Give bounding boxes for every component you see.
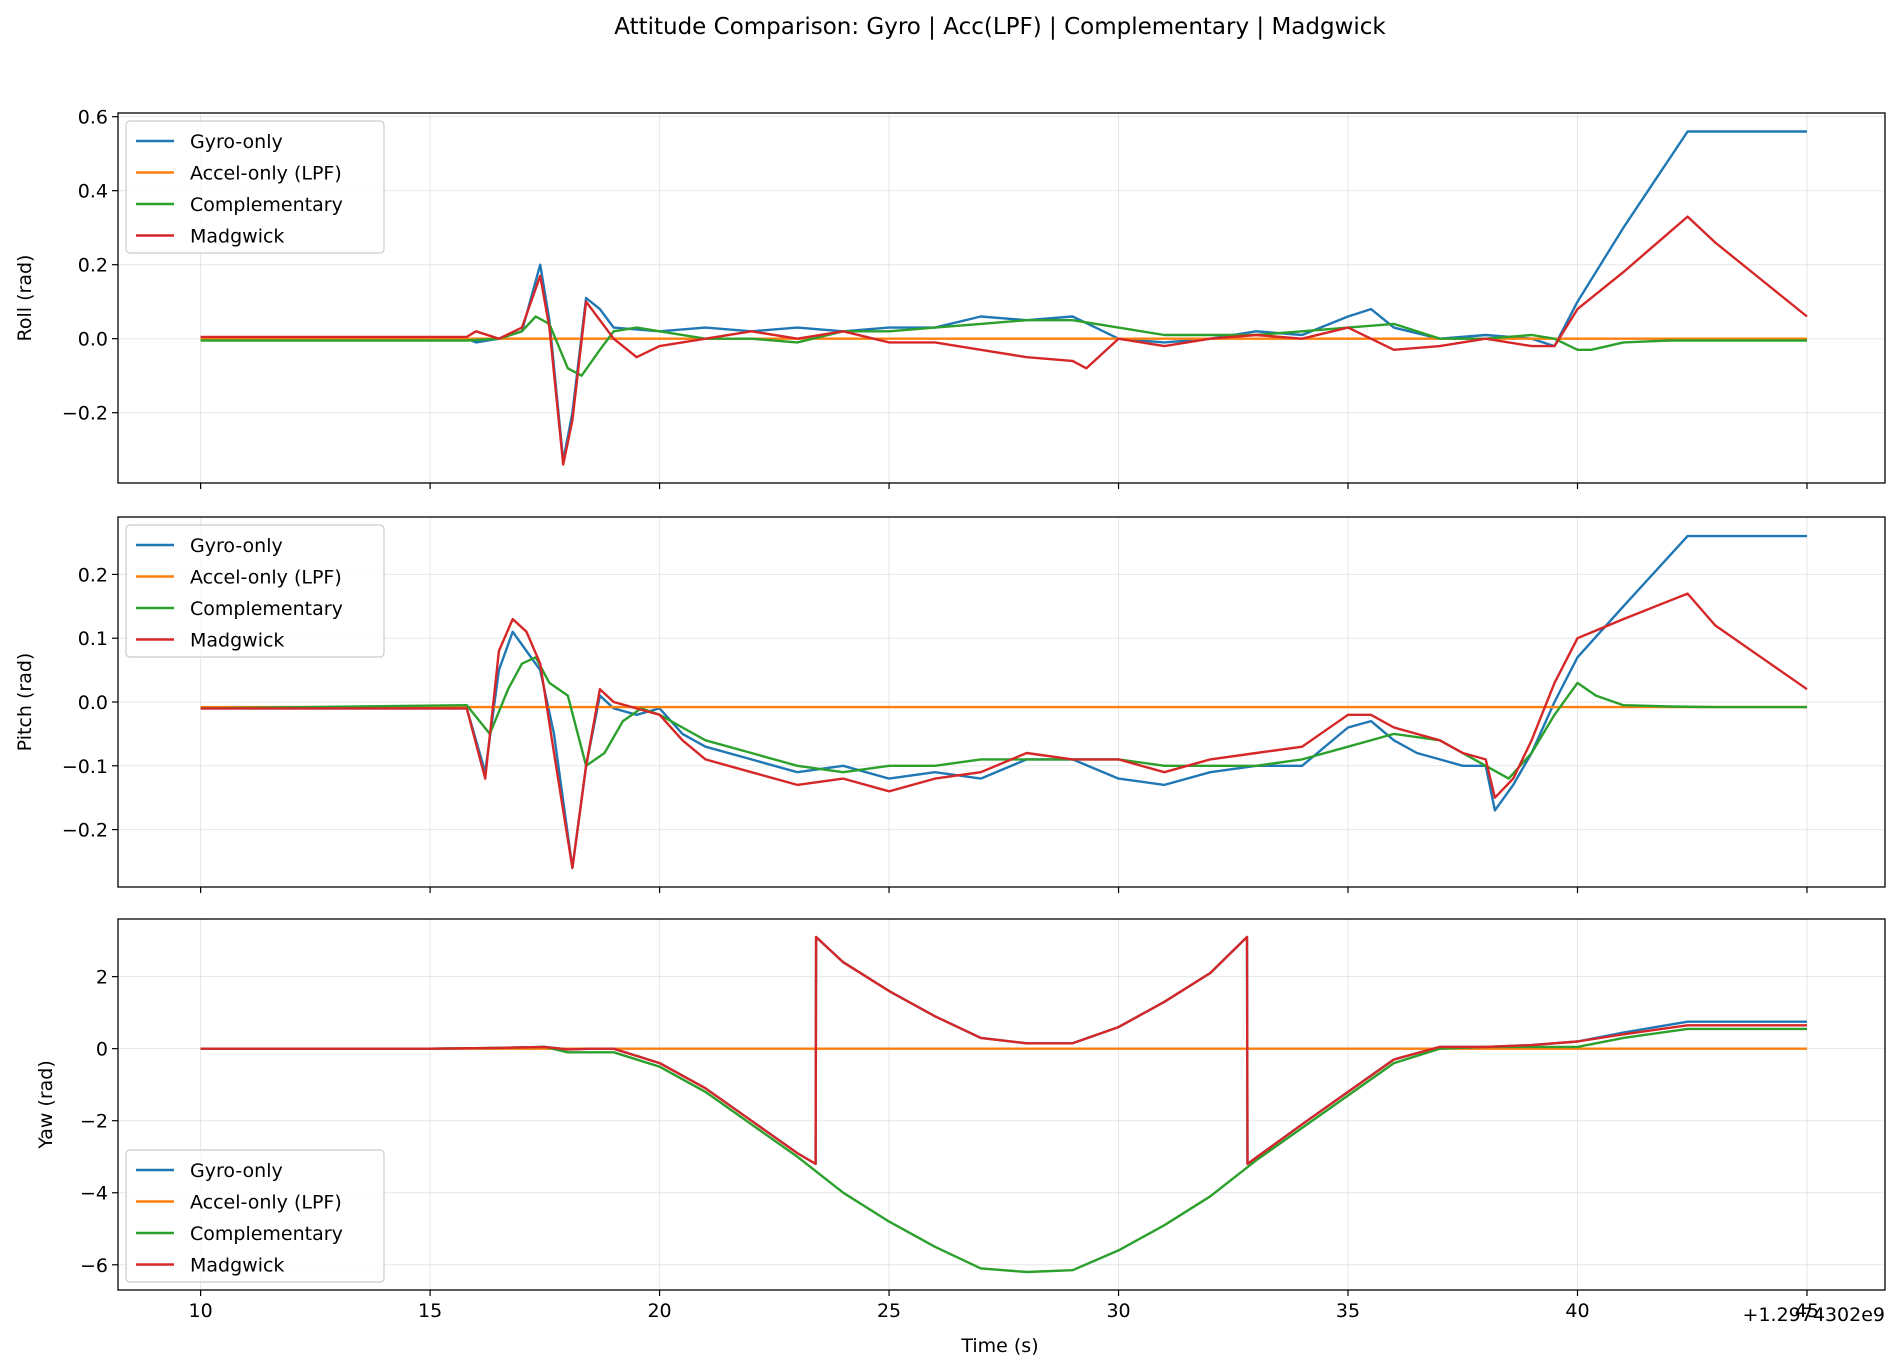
- pitch-series-complementary: [200, 656, 1807, 780]
- yaw-legend-label: Complementary: [190, 1223, 343, 1245]
- yaw-legend-label: Accel-only (LPF): [190, 1192, 342, 1214]
- pitch-panel: −0.2 −0.1 0.0 0.1 0.2 Pitch (rad) Gyro-only Acc…: [14, 516, 1886, 893]
- pitch-legend-label: Madgwick: [190, 630, 284, 652]
- pitch-y-tick-label: 0.0: [78, 692, 108, 714]
- yaw-x-tick-label: 35: [1336, 1300, 1360, 1322]
- yaw-x-tick-label: 45: [1795, 1300, 1819, 1322]
- x-axis-label: Time (s): [960, 1335, 1038, 1357]
- pitch-y-axis-label: Pitch (rad): [14, 653, 36, 752]
- yaw-legend-box: [125, 1149, 385, 1283]
- roll-legend-box: [125, 120, 385, 254]
- yaw-series-complementary: [200, 1027, 1807, 1274]
- roll-legend-label: Complementary: [190, 194, 343, 216]
- pitch-series-group: [200, 534, 1808, 870]
- roll-y-tick-label: 0.0: [78, 329, 108, 351]
- pitch-legend: Gyro-only Accel-only (LPF) Complementary Ma…: [125, 524, 385, 658]
- pitch-grid: [118, 517, 1885, 887]
- yaw-legend-label: Gyro-only: [190, 1160, 283, 1182]
- pitch-series-madgwick: [200, 592, 1808, 870]
- yaw-series-group: [200, 935, 1807, 1274]
- x-axis-offset-label: +1.2974302e9: [1743, 1304, 1885, 1326]
- yaw-y-tick-label: −2: [80, 1111, 108, 1133]
- yaw-legend-label: Madgwick: [190, 1255, 284, 1277]
- roll-y-axis-label: Roll (rad): [14, 255, 36, 342]
- roll-series-madgwick: [200, 215, 1808, 466]
- yaw-y-tick-label: 2: [96, 967, 108, 989]
- roll-legend: Gyro-only Accel-only (LPF) Complementary Ma…: [125, 120, 385, 254]
- roll-y-tick-label: 0.6: [78, 107, 108, 129]
- figure-title: Attitude Comparison: Gyro | Acc(LPF) | C…: [614, 14, 1386, 40]
- yaw-y-tick-label: −4: [80, 1183, 108, 1205]
- roll-legend-label: Accel-only (LPF): [190, 163, 342, 185]
- roll-y-tick-label: 0.2: [78, 255, 108, 277]
- yaw-series-madgwick: [200, 935, 1807, 1166]
- yaw-x-tick-label: 10: [189, 1300, 213, 1322]
- yaw-y-tick-label: −6: [80, 1255, 108, 1277]
- yaw-legend: Gyro-only Accel-only (LPF) Complementary Ma…: [125, 1149, 385, 1283]
- pitch-legend-label: Gyro-only: [190, 535, 283, 557]
- pitch-legend-label: Accel-only (LPF): [190, 567, 342, 589]
- roll-legend-label: Madgwick: [190, 226, 284, 248]
- roll-y-tick-label: −0.2: [62, 403, 108, 425]
- pitch-y-tick-label: 0.1: [78, 628, 108, 650]
- yaw-x-tick-label: 15: [418, 1300, 442, 1322]
- roll-series-complementary: [200, 315, 1807, 377]
- roll-y-tick-label: 0.4: [78, 181, 108, 203]
- roll-legend-label: Gyro-only: [190, 131, 283, 153]
- pitch-y-tick-label: 0.2: [78, 564, 108, 586]
- pitch-y-tick-label: −0.2: [62, 820, 108, 842]
- yaw-y-axis-label: Yaw (rad): [35, 1060, 57, 1150]
- pitch-y-tick-label: −0.1: [62, 756, 108, 778]
- yaw-panel: 10 15 20 25 30 35 40 45 −6 −4 −2 0 2 Yaw (rad) Gyro-on…: [35, 918, 1886, 1322]
- yaw-x-tick-label: 25: [877, 1300, 901, 1322]
- pitch-legend-box: [125, 524, 385, 658]
- yaw-x-tick-label: 20: [647, 1300, 671, 1322]
- yaw-x-tick-label: 40: [1565, 1300, 1589, 1322]
- pitch-legend-label: Complementary: [190, 598, 343, 620]
- roll-axes-frame: [117, 112, 1886, 484]
- roll-series-group: [200, 130, 1808, 466]
- roll-panel: −0.2 0.0 0.2 0.4 0.6 Roll (rad) Gyro-only Accel…: [14, 107, 1886, 489]
- yaw-x-tick-label: 30: [1106, 1300, 1130, 1322]
- yaw-axes-frame: [117, 918, 1886, 1291]
- yaw-y-tick-label: 0: [96, 1039, 108, 1061]
